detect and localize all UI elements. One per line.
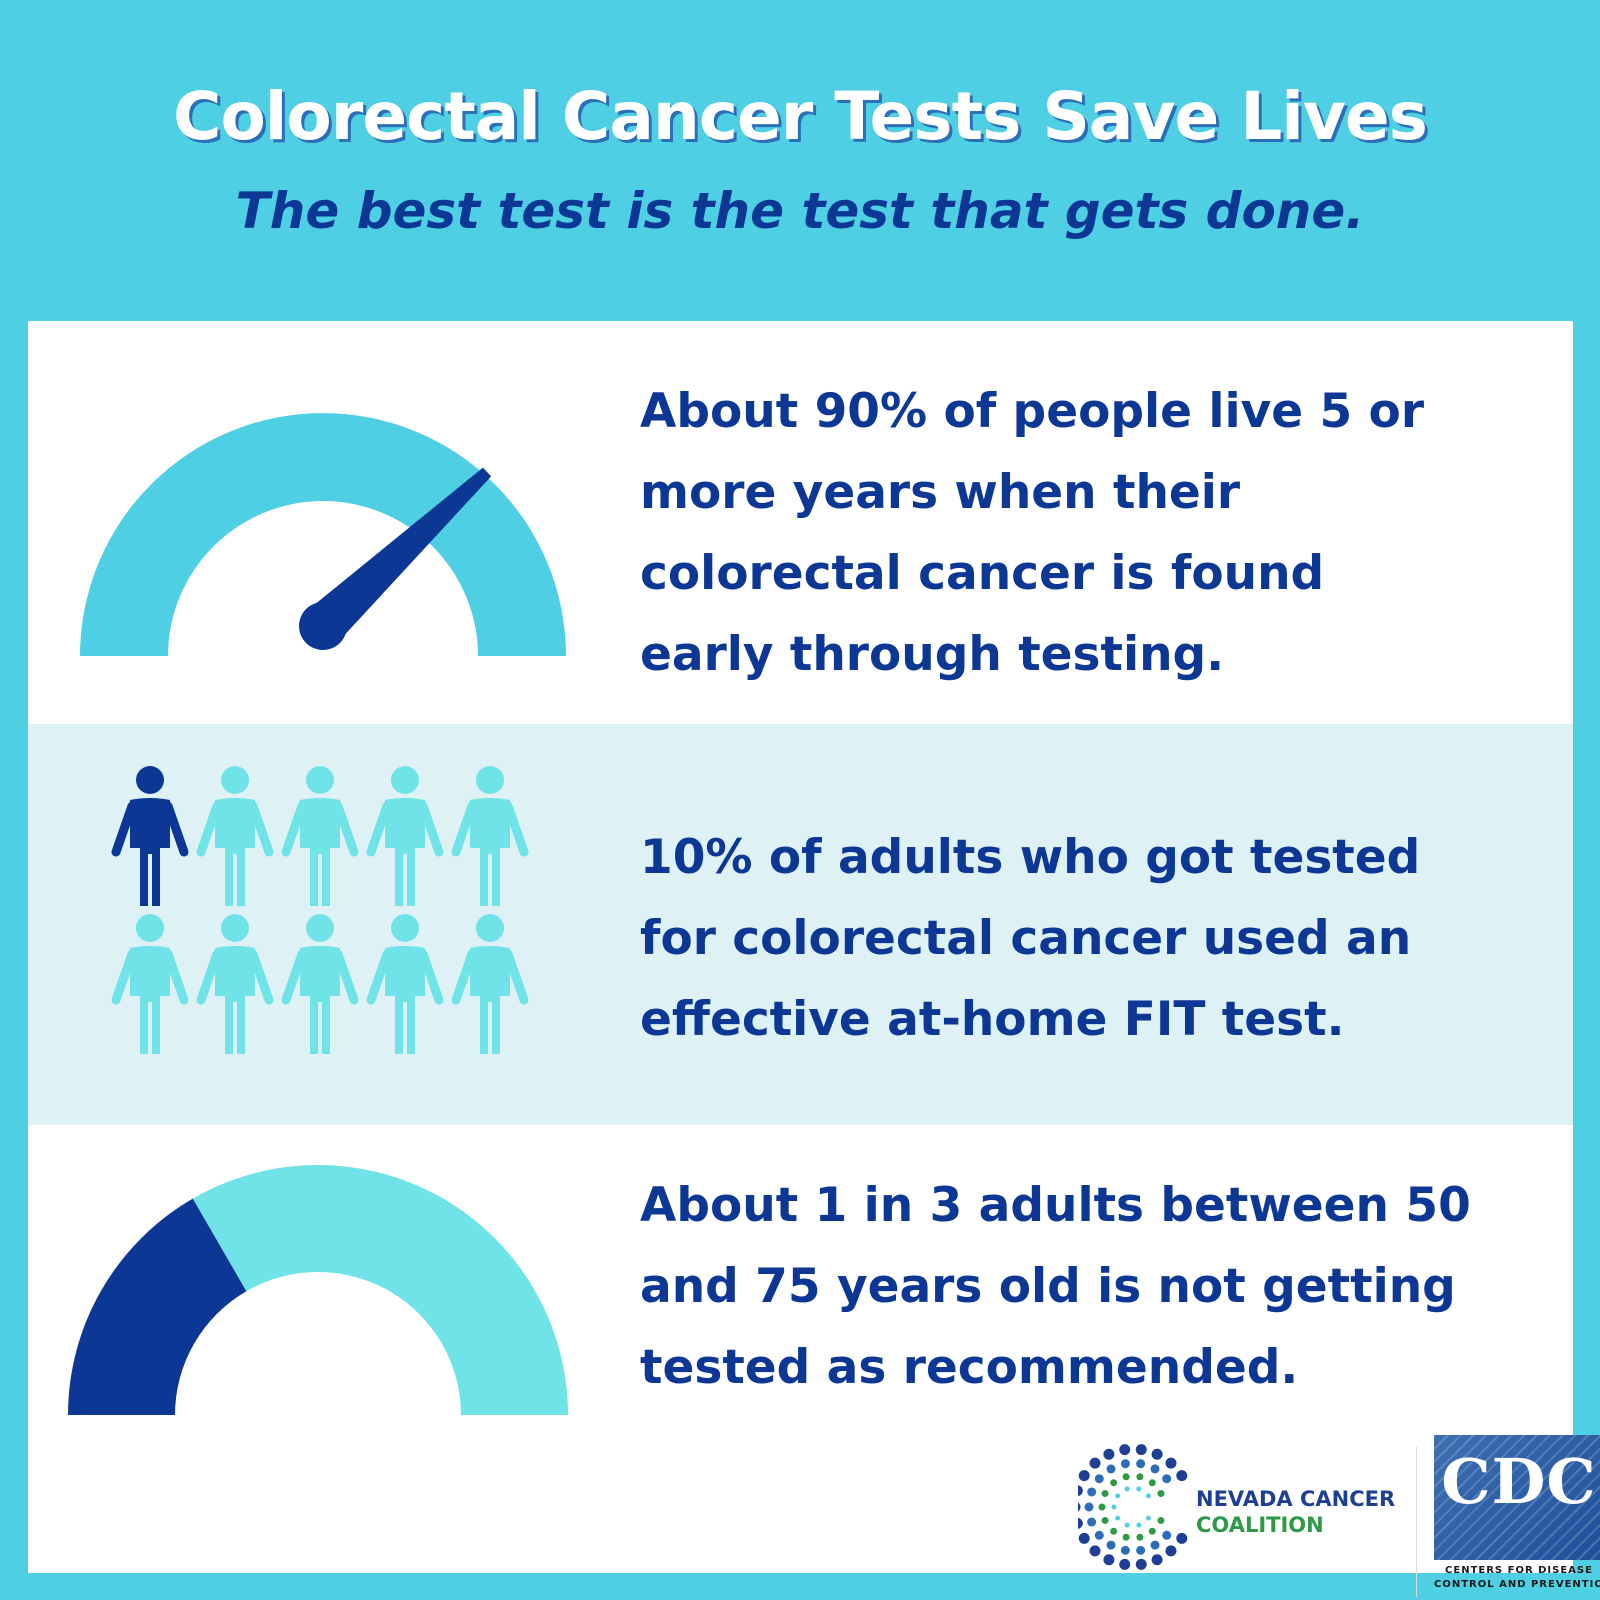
logo-divider	[1416, 1447, 1417, 1597]
person-icon	[111, 914, 189, 1054]
survival-gauge-arc	[80, 413, 566, 656]
person-icon-highlighted	[111, 766, 189, 906]
survival-gauge-graphic	[80, 413, 566, 656]
ncc-logo-text-line2: COALITION	[1196, 1513, 1324, 1537]
gauge-segment-not-tested	[68, 1198, 247, 1415]
person-icon	[451, 766, 529, 906]
stat-panel-not-tested: About 1 in 3 adults between 50 and 75 ye…	[28, 1125, 1600, 1597]
person-icon	[196, 914, 274, 1054]
not-tested-gauge-graphic	[68, 1165, 568, 1415]
person-icon	[281, 766, 359, 906]
gauge-segment-tested	[192, 1165, 568, 1415]
stat-text-fit-test: 10% of adults who got tested for colorec…	[640, 830, 1421, 1047]
cdc-logo-letters: CDC	[1441, 1445, 1597, 1518]
page-subtitle: The best test is the test that gets done…	[235, 182, 1365, 240]
people-icon-grid	[111, 766, 529, 1054]
stat-panel-fit-test: 10% of adults who got tested for colorec…	[28, 724, 1573, 1125]
person-icon	[366, 766, 444, 906]
stat-text-survival: About 90% of people live 5 or more years…	[640, 384, 1424, 682]
ncc-logo-text-line1: NEVADA CANCER	[1196, 1487, 1396, 1511]
person-icon	[196, 766, 274, 906]
cdc-logo-text-line2: CONTROL AND PREVENTION	[1434, 1579, 1600, 1590]
stat-text-not-tested: About 1 in 3 adults between 50 and 75 ye…	[640, 1178, 1471, 1395]
cdc-logo-text-line1: CENTERS FOR DISEASE	[1445, 1565, 1593, 1576]
gauge-needle-icon	[299, 467, 492, 650]
person-icon	[281, 914, 359, 1054]
cdc-logo-icon: CDC	[1434, 1435, 1600, 1560]
page-title: Colorectal Cancer Tests Save Lives	[173, 78, 1428, 155]
nevada-cancer-coalition-logo-icon	[1078, 1444, 1188, 1570]
stat-panel-survival: About 90% of people live 5 or more years…	[28, 321, 1573, 724]
person-icon	[366, 914, 444, 1054]
person-icon	[451, 914, 529, 1054]
